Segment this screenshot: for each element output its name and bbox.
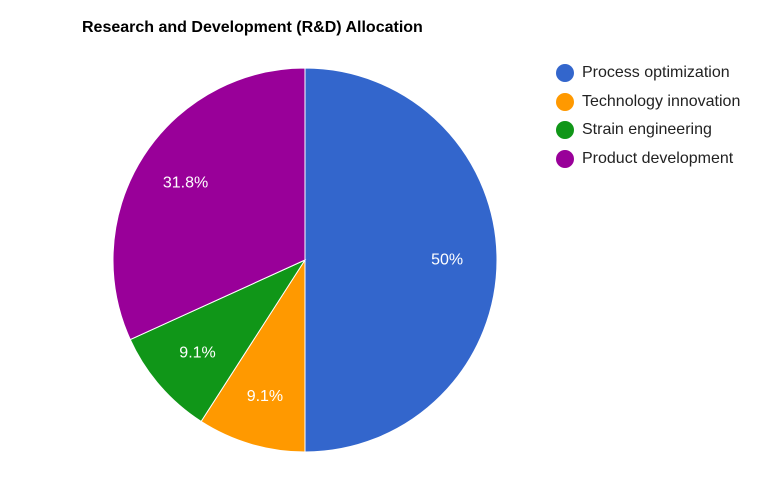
legend-item-0[interactable]: Process optimization [556,63,740,83]
slice-label-2: 9.1% [179,344,215,361]
legend-swatch-icon [556,150,574,169]
legend-label: Technology innovation [582,92,741,110]
chart-title: Research and Development (R&D) Allocatio… [82,19,423,36]
pie-slice-3[interactable] [112,67,306,341]
legend: Process optimization Technology innovatio… [556,63,740,178]
legend-swatch-icon [556,92,574,111]
legend-label: Process optimization [582,64,730,81]
legend-item-1[interactable]: Technology innovation [556,92,740,112]
legend-swatch-icon [556,64,574,82]
legend-swatch-icon [556,121,574,140]
legend-item-3[interactable]: Product development [556,149,740,169]
legend-item-2[interactable]: Strain engineering [556,120,740,140]
slice-label-1: 9.1% [247,388,283,405]
legend-label: Strain engineering [582,121,712,139]
pie-slice-2[interactable] [129,258,307,423]
legend-label: Product development [582,150,734,168]
pie-slice-0[interactable] [304,67,498,453]
slice-label-0: 50% [431,252,463,269]
slice-label-3: 31.8% [163,175,208,192]
pie-slice-1[interactable] [200,258,306,453]
